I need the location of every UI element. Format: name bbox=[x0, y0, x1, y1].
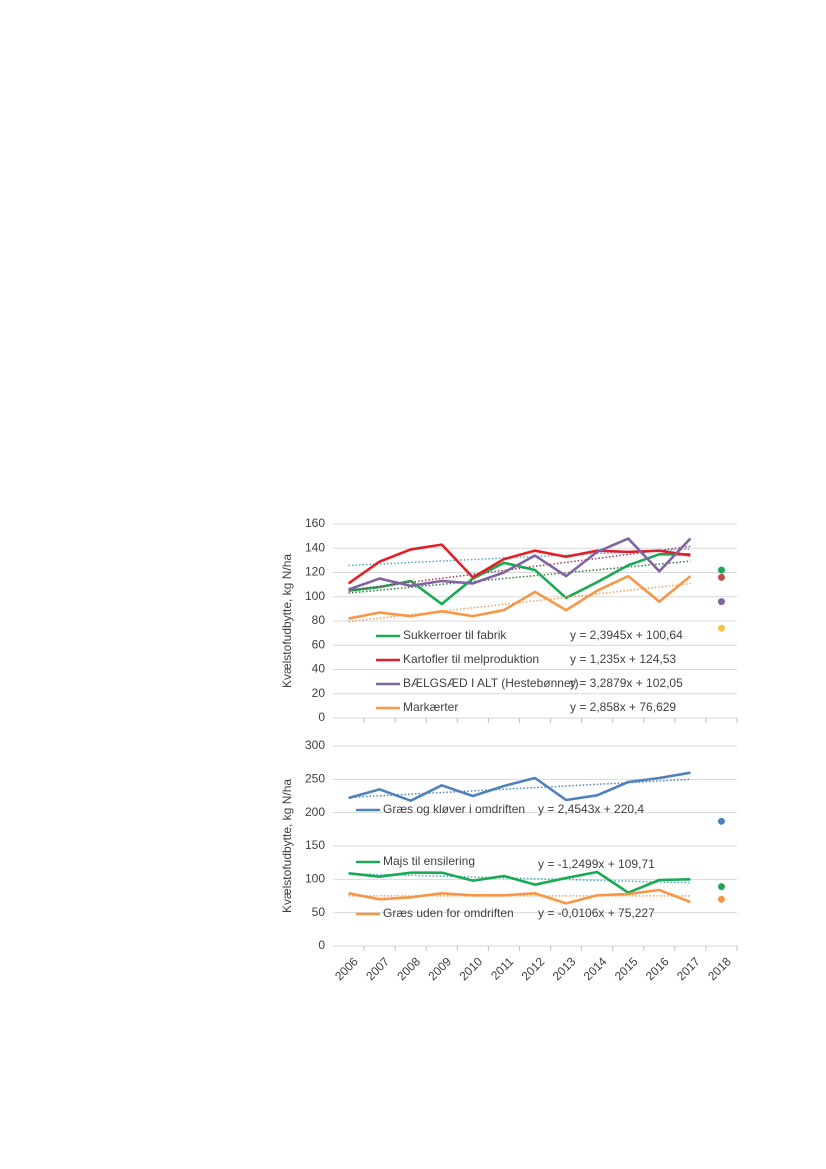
trend-equation: y = 2,4543x + 220,4 bbox=[538, 802, 644, 816]
y-tick-label: 50 bbox=[312, 905, 326, 919]
trend-equation: y = 3,2879x + 102,05 bbox=[570, 676, 683, 690]
y-tick-label: 80 bbox=[312, 613, 326, 627]
x-tick-label: 2007 bbox=[363, 954, 392, 983]
y-tick-label: 300 bbox=[305, 738, 325, 752]
y-tick-label: 250 bbox=[305, 772, 325, 786]
x-tick-label: 2013 bbox=[550, 954, 579, 983]
x-tick-label: 2016 bbox=[643, 954, 672, 983]
point-2018 bbox=[717, 895, 725, 903]
y-tick-label: 140 bbox=[305, 540, 325, 554]
x-tick-label: 2008 bbox=[394, 954, 423, 983]
legend-label: Græs og kløver i omdriften bbox=[383, 802, 525, 816]
y-tick-label: 200 bbox=[305, 805, 325, 819]
legend-label: Kartofler til melproduktion bbox=[403, 652, 539, 666]
x-tick-label: 2011 bbox=[488, 954, 516, 982]
trend-line bbox=[348, 872, 691, 884]
series-line bbox=[348, 870, 691, 894]
point-2018 bbox=[717, 817, 725, 825]
trend-equation: y = -1,2499x + 109,71 bbox=[538, 857, 655, 871]
y-tick-label: 0 bbox=[318, 938, 325, 952]
point-2018 bbox=[717, 573, 725, 581]
y-tick-label: 100 bbox=[305, 872, 325, 886]
y-tick-label: 150 bbox=[305, 838, 325, 852]
x-tick-label: 2014 bbox=[581, 954, 610, 983]
x-tick-label: 2017 bbox=[674, 954, 703, 983]
x-tick-label: 2015 bbox=[612, 954, 641, 983]
point-2018 bbox=[717, 566, 725, 574]
series-line bbox=[348, 574, 692, 620]
legend-label: Græs uden for omdriften bbox=[383, 906, 514, 920]
x-tick-label: 2018 bbox=[705, 954, 734, 983]
series-line bbox=[347, 543, 691, 585]
trend-equation: y = 2,858x + 76,629 bbox=[570, 700, 676, 714]
point-2018 bbox=[717, 624, 725, 632]
trend-line bbox=[348, 548, 691, 567]
legend-label: BÆLGSÆD I ALT (Hestebønner) bbox=[403, 676, 579, 690]
y-tick-label: 160 bbox=[305, 516, 325, 530]
point-2018 bbox=[717, 598, 725, 606]
trend-equation: y = -0,0106x + 75,227 bbox=[538, 906, 655, 920]
y-tick-label: 60 bbox=[312, 637, 326, 651]
series-line bbox=[348, 771, 691, 802]
y-axis-label: Kvælstofudbytte, kg N/ha bbox=[280, 779, 294, 913]
y-axis-label: Kvælstofudbytte, kg N/ha bbox=[280, 554, 294, 688]
series-line bbox=[348, 553, 691, 606]
y-tick-label: 100 bbox=[305, 589, 325, 603]
series-line bbox=[348, 888, 691, 905]
x-tick-label: 2009 bbox=[425, 954, 454, 983]
trend-line bbox=[348, 545, 691, 592]
trend-line bbox=[348, 778, 691, 799]
y-tick-label: 120 bbox=[305, 565, 325, 579]
x-tick-label: 2006 bbox=[332, 954, 361, 983]
trend-line bbox=[348, 560, 691, 594]
trend-equation: y = 1,235x + 124,53 bbox=[570, 652, 676, 666]
legend-label: Sukkerroer til fabrik bbox=[403, 628, 507, 642]
legend-label: Majs til ensilering bbox=[383, 854, 475, 868]
x-tick-label: 2012 bbox=[519, 954, 548, 983]
y-tick-label: 0 bbox=[318, 710, 325, 724]
trend-equation: y = 2,3945x + 100,64 bbox=[570, 628, 683, 642]
legend-label: Markærter bbox=[403, 700, 458, 714]
point-2018 bbox=[717, 883, 725, 891]
series-line bbox=[348, 537, 692, 591]
y-tick-label: 40 bbox=[312, 662, 326, 676]
y-tick-label: 20 bbox=[312, 686, 326, 700]
x-tick-label: 2010 bbox=[456, 954, 485, 983]
